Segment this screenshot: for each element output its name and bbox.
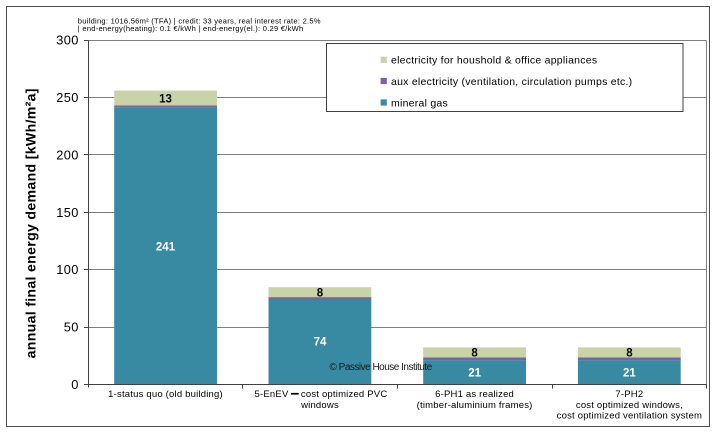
svg-text:50: 50 (64, 320, 79, 335)
svg-text:200: 200 (56, 147, 79, 162)
svg-text:cost optimized PVC: cost optimized PVC (301, 389, 388, 400)
svg-text:250: 250 (56, 90, 79, 105)
svg-text:150: 150 (56, 205, 79, 220)
svg-text:8: 8 (471, 348, 478, 360)
svg-text:0: 0 (71, 377, 79, 392)
svg-text:13: 13 (159, 93, 172, 105)
svg-text:(timber-aluminium frames): (timber-aluminium frames) (417, 400, 533, 411)
svg-text:annual final energy demand [k: annual final energy demand [kWh/m²a] (23, 88, 39, 358)
svg-text:| end-energy(heating): 0.1 €/: | end-energy(heating): 0.1 €/kWh | end-e… (78, 24, 304, 33)
svg-text:21: 21 (468, 367, 481, 379)
svg-text:300: 300 (56, 33, 79, 48)
svg-text:74: 74 (314, 337, 327, 349)
svg-text:8: 8 (626, 348, 633, 360)
svg-text:© Passive House Institute: © Passive House Institute (330, 362, 433, 373)
svg-text:21: 21 (623, 367, 636, 379)
svg-text:100: 100 (56, 262, 79, 277)
svg-text:mineral gas: mineral gas (391, 97, 448, 109)
svg-text:aux electricity (ventilation,: aux electricity (ventilation, circulatio… (391, 76, 632, 88)
svg-text:cost optimized ventilation sys: cost optimized ventilation system (557, 411, 702, 422)
svg-text:1-status quo (old building): 1-status quo (old building) (108, 389, 223, 400)
svg-text:241: 241 (156, 242, 176, 254)
svg-text:6-PH1 as realized: 6-PH1 as realized (435, 389, 514, 400)
svg-text:cost optimized windows,: cost optimized windows, (576, 400, 683, 411)
svg-text:8: 8 (317, 287, 324, 299)
svg-text:5-EnEV: 5-EnEV (255, 389, 289, 400)
svg-text:electricity for houshold & off: electricity for houshold & office applia… (391, 55, 597, 67)
svg-text:7-PH2: 7-PH2 (615, 389, 643, 400)
svg-text:building: 1016.56m² (TFA) | c: building: 1016.56m² (TFA) | credit: 33 y… (78, 16, 321, 25)
svg-text:windows: windows (300, 400, 339, 411)
